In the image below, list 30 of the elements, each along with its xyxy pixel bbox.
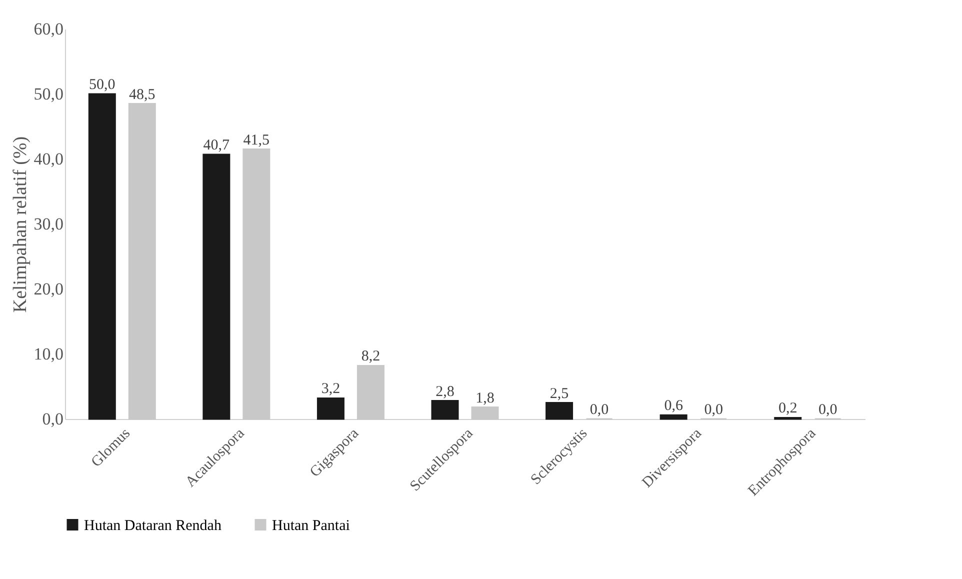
data-label: 1,8: [476, 390, 494, 406]
data-label: 2,8: [436, 384, 454, 400]
data-label: 41,5: [243, 132, 270, 148]
y-tick-label: 20,0: [34, 280, 64, 298]
bar: [88, 93, 116, 420]
legend-label: Hutan Dataran Rendah: [84, 518, 222, 534]
y-tick-label: 50,0: [34, 84, 64, 104]
y-tick-label: 30,0: [34, 214, 64, 234]
bar: [316, 397, 344, 420]
data-label: 2,5: [550, 386, 569, 402]
data-label: 3,2: [321, 381, 340, 398]
data-label: 0,6: [664, 398, 684, 414]
bar: [660, 414, 688, 420]
data-label: 0,2: [778, 400, 798, 417]
data-label: 40,7: [203, 137, 230, 154]
y-tick-label: 60,0: [34, 20, 64, 38]
data-label: 50,0: [89, 77, 116, 93]
legend-label: Hutan Pantai: [272, 518, 350, 534]
data-label: 0,0: [590, 402, 609, 418]
y-tick-label: 10,0: [34, 344, 64, 364]
y-tick-label: 0,0: [42, 410, 64, 428]
bar: [546, 402, 574, 420]
bar: [202, 154, 230, 420]
data-label: 0,0: [818, 402, 838, 418]
data-label: 48,5: [129, 86, 156, 103]
data-label: 8,2: [361, 348, 380, 365]
data-label: 0,0: [704, 402, 723, 418]
y-axis-title: Kelimpahan relatif (%): [10, 136, 31, 313]
y-tick-label: 40,0: [34, 150, 64, 168]
bar: [431, 400, 459, 420]
